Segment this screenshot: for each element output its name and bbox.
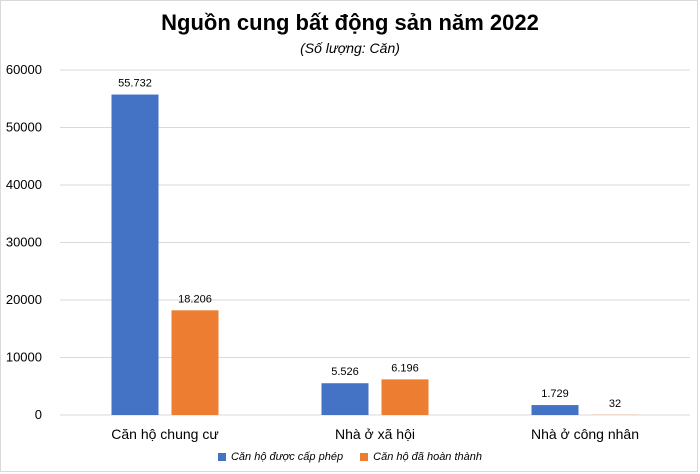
bar bbox=[321, 383, 369, 415]
bar bbox=[381, 379, 429, 415]
chart-title: Nguồn cung bất động sản năm 2022 bbox=[161, 10, 539, 35]
chart-legend: Căn hộ được cấp phép Căn hộ đã hoàn thàn… bbox=[0, 451, 700, 464]
y-tick-label: 10000 bbox=[6, 350, 42, 365]
legend-item-licensed: Căn hộ được cấp phép bbox=[217, 451, 344, 463]
bar bbox=[531, 405, 579, 415]
data-label: 55.732 bbox=[118, 78, 152, 90]
y-tick-label: 0 bbox=[35, 407, 42, 422]
y-tick-label: 20000 bbox=[6, 292, 42, 307]
x-category-label: Nhà ở công nhân bbox=[531, 426, 639, 442]
legend-label-licensed: Căn hộ được cấp phép bbox=[230, 451, 344, 463]
legend-item-completed: Căn hộ đã hoàn thành bbox=[360, 451, 482, 463]
data-label: 6.196 bbox=[391, 362, 419, 374]
bar bbox=[171, 310, 219, 415]
y-tick-label: 40000 bbox=[6, 177, 42, 192]
y-tick-label: 30000 bbox=[6, 235, 42, 250]
data-label: 18.206 bbox=[178, 293, 212, 305]
x-category-label: Nhà ở xã hội bbox=[335, 426, 415, 442]
chart-subtitle: (Số lượng: Căn) bbox=[300, 40, 400, 56]
y-tick-label: 50000 bbox=[6, 120, 42, 135]
data-label: 1.729 bbox=[541, 388, 569, 400]
legend-label-completed: Căn hộ đã hoàn thành bbox=[373, 451, 483, 463]
data-label: 5.526 bbox=[331, 366, 359, 378]
data-label: 32 bbox=[609, 398, 621, 410]
y-tick-label: 60000 bbox=[6, 62, 42, 77]
legend-swatch-licensed bbox=[217, 453, 226, 461]
bar bbox=[111, 94, 159, 415]
x-category-label: Căn hộ chung cư bbox=[111, 426, 218, 442]
legend-swatch-completed bbox=[360, 453, 369, 461]
